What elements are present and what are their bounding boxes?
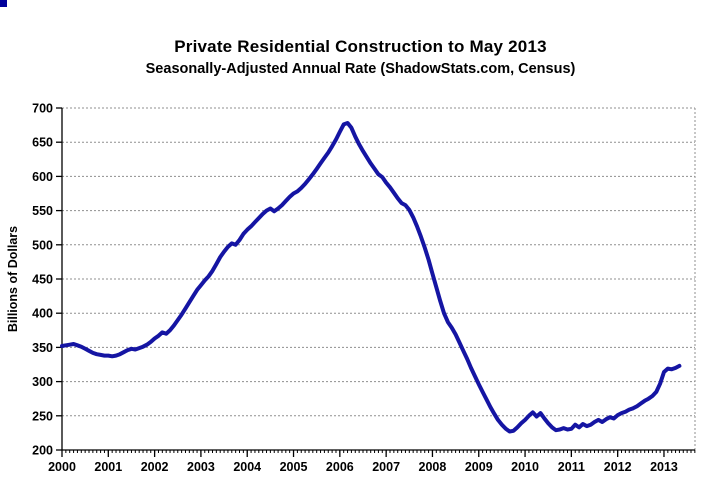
x-tick-label-2012: 2012 xyxy=(604,460,632,474)
x-tick-label-2009: 2009 xyxy=(465,460,493,474)
x-tick-label-2000: 2000 xyxy=(48,460,76,474)
chart-subtitle: Seasonally-Adjusted Annual Rate (ShadowS… xyxy=(145,61,576,77)
data-line-private-residential-construction xyxy=(60,121,682,434)
y-tick-label-400: 400 xyxy=(32,307,53,321)
x-tick-label-2008: 2008 xyxy=(419,460,447,474)
x-tick-label-2004: 2004 xyxy=(233,460,261,474)
x-tick-label-2011: 2011 xyxy=(558,460,585,474)
y-tick-label-500: 500 xyxy=(32,238,53,252)
y-tick-label-650: 650 xyxy=(32,136,53,150)
chart-title: Private Residential Construction to May … xyxy=(174,37,547,56)
y-tick-label-550: 550 xyxy=(32,204,53,218)
y-tick-label-300: 300 xyxy=(32,375,53,389)
x-tick-label-2003: 2003 xyxy=(187,460,215,474)
x-tick-label-2005: 2005 xyxy=(280,460,308,474)
x-tick-label-2013: 2013 xyxy=(650,460,678,474)
y-tick-label-700: 700 xyxy=(32,102,53,116)
x-tick-label-2010: 2010 xyxy=(511,460,539,474)
x-tick-label-2001: 2001 xyxy=(94,460,122,474)
x-tick-label-2002: 2002 xyxy=(141,460,169,474)
y-tick-label-250: 250 xyxy=(32,409,53,423)
y-tick-label-350: 350 xyxy=(32,341,53,355)
y-tick-label-600: 600 xyxy=(32,170,53,184)
x-tick-label-2006: 2006 xyxy=(326,460,354,474)
x-tick-label-2007: 2007 xyxy=(372,460,400,474)
y-tick-label-200: 200 xyxy=(32,444,53,458)
corner-mark xyxy=(0,0,7,7)
y-tick-label-450: 450 xyxy=(32,273,53,287)
